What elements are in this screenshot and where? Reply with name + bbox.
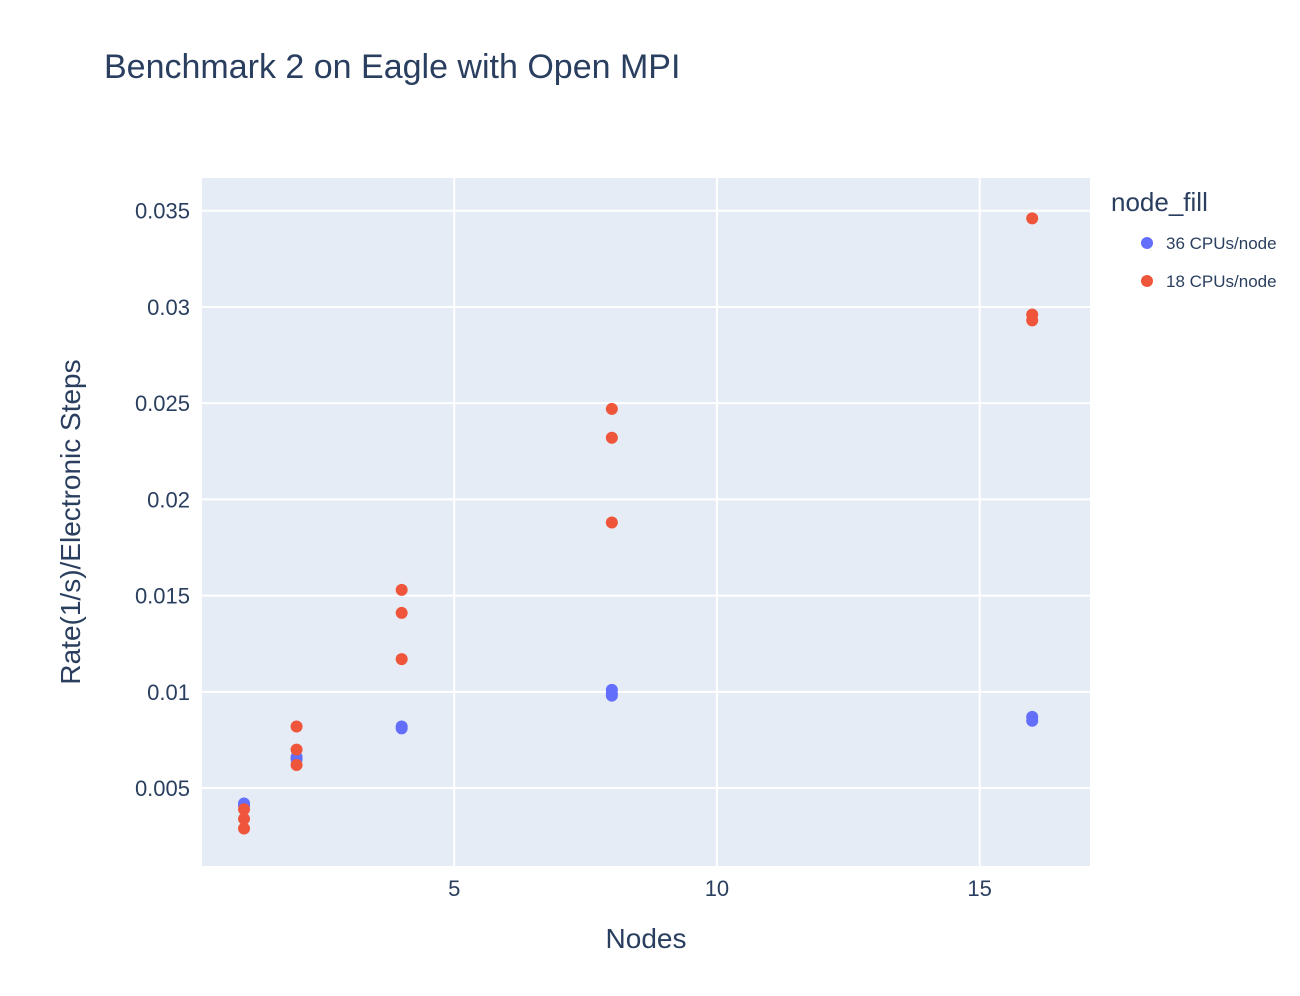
- y-gridlines: [202, 209, 1090, 790]
- legend-marker: [1141, 275, 1153, 287]
- y-axis-title: Rate(1/s)/Electronic Steps: [55, 359, 86, 684]
- y-tick-label: 0.02: [147, 487, 190, 512]
- legend-title: node_fill: [1111, 187, 1208, 217]
- legend-label: 18 CPUs/node: [1166, 272, 1277, 291]
- legend: node_fill 36 CPUs/node 18 CPUs/node: [1111, 187, 1277, 291]
- y-tick-label: 0.015: [135, 584, 190, 609]
- data-point: [395, 653, 408, 666]
- data-points: [238, 212, 1039, 835]
- data-point: [605, 516, 618, 529]
- data-point: [1026, 314, 1039, 327]
- data-point: [1026, 714, 1039, 727]
- y-tick-label: 0.01: [147, 680, 190, 705]
- data-point: [605, 689, 618, 702]
- data-point: [605, 402, 618, 415]
- chart-title: Benchmark 2 on Eagle with Open MPI: [104, 48, 680, 86]
- x-axis-title: Nodes: [606, 923, 687, 954]
- data-point: [1026, 212, 1039, 225]
- legend-marker: [1141, 237, 1153, 249]
- y-tick-label: 0.03: [147, 295, 190, 320]
- x-gridlines: [453, 178, 981, 866]
- y-tick-label: 0.005: [135, 776, 190, 801]
- y-axis-ticks: 0.005 0.01 0.015 0.02 0.025 0.03 0.035: [135, 199, 190, 801]
- legend-items: 36 CPUs/node 18 CPUs/node: [1141, 234, 1277, 291]
- x-tick-label: 10: [705, 876, 729, 901]
- data-point: [238, 812, 251, 825]
- data-point: [395, 606, 408, 619]
- data-point: [290, 758, 303, 771]
- plot-area: [202, 178, 1090, 866]
- y-tick-label: 0.025: [135, 391, 190, 416]
- x-tick-label: 5: [448, 876, 460, 901]
- data-point: [238, 822, 251, 835]
- data-point: [605, 431, 618, 444]
- data-point: [395, 583, 408, 596]
- data-point: [238, 803, 251, 816]
- legend-label: 36 CPUs/node: [1166, 234, 1277, 253]
- x-tick-label: 15: [967, 876, 991, 901]
- data-point: [395, 722, 408, 735]
- y-tick-label: 0.035: [135, 199, 190, 224]
- data-point: [290, 720, 303, 733]
- data-point: [290, 743, 303, 756]
- x-axis-ticks: 5 10 15: [448, 876, 992, 901]
